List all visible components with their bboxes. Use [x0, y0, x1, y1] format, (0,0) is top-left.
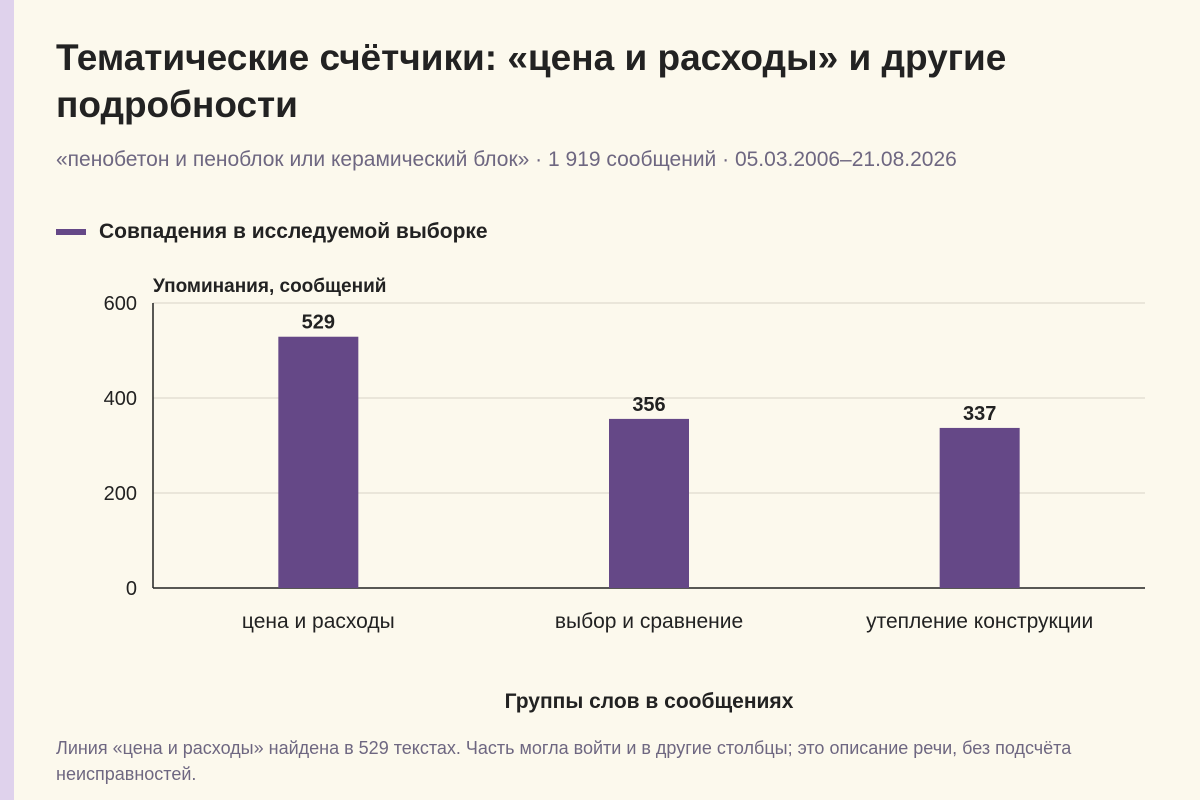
x-tick-label: цена и расходы	[242, 610, 395, 633]
accent-side-strip	[0, 0, 14, 800]
bar	[609, 418, 689, 588]
bar	[939, 427, 1020, 588]
legend-swatch	[56, 229, 86, 235]
bar-data-label: 529	[302, 312, 335, 334]
bar-data-label: 337	[963, 403, 996, 425]
bar-data-label: 356	[632, 394, 665, 416]
chart-subtitle: «пенобетон и пеноблок или керамический б…	[56, 148, 957, 171]
legend-label: Совпадения в исследуемой выборке	[99, 220, 488, 243]
x-tick-label: выбор и сравнение	[555, 610, 743, 633]
footnote: Линия «цена и расходы» найдена в 529 тек…	[56, 738, 1072, 784]
y-tick-label: 600	[104, 293, 137, 315]
chart-title: Тематические счётчики: «цена и расходы» …	[56, 37, 1007, 125]
x-tick-label: утепление конструкции	[866, 610, 1093, 633]
x-axis-label: Группы слов в сообщениях	[505, 690, 794, 713]
bar	[278, 336, 359, 588]
y-tick-label: 400	[104, 388, 137, 410]
y-tick-label: 200	[104, 483, 137, 505]
y-tick-label: 0	[126, 578, 137, 600]
y-axis-label: Упоминания, сообщений	[153, 276, 386, 297]
legend: Совпадения в исследуемой выборке	[56, 217, 488, 247]
